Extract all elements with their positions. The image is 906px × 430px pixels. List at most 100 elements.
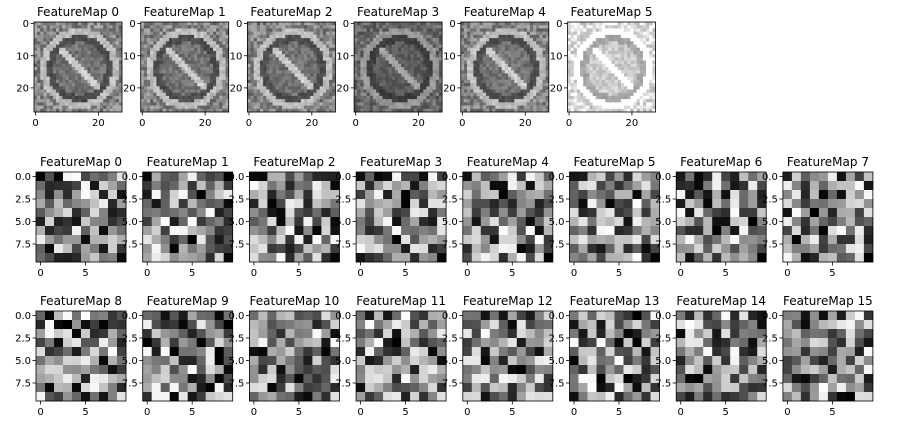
- heatmap-cell: [620, 76, 625, 81]
- heatmap-cell: [184, 41, 189, 45]
- heatmap-cell: [74, 50, 79, 55]
- heatmap-cell: [620, 28, 625, 32]
- heatmap-cell: [379, 60, 383, 65]
- heatmap-cell: [602, 50, 606, 55]
- heatmap-cell: [160, 208, 170, 218]
- heatmap-cell: [269, 41, 273, 45]
- heatmap-cell: [536, 22, 540, 26]
- heatmap-cell: [300, 44, 305, 49]
- heatmap-cell: [382, 41, 386, 45]
- heatmap-cell: [214, 235, 224, 245]
- heatmap-cell: [259, 67, 264, 71]
- heatmap-cell: [376, 60, 380, 65]
- heatmap-cell: [216, 41, 220, 45]
- heatmap-cell: [426, 57, 430, 61]
- heatmap-cell: [520, 44, 524, 49]
- heatmap-cell: [354, 54, 358, 58]
- heatmap-cell: [595, 92, 600, 97]
- heatmap-cell: [322, 31, 327, 36]
- heatmap-cell: [259, 57, 264, 61]
- heatmap-cell: [354, 57, 358, 61]
- heatmap-cell: [363, 70, 367, 74]
- heatmap-cell: [463, 79, 468, 84]
- heatmap-cell: [165, 50, 170, 55]
- heatmap-cell: [401, 79, 405, 84]
- heatmap-cell: [294, 41, 298, 45]
- heatmap-cell: [639, 76, 644, 81]
- heatmap-cell: [178, 102, 182, 106]
- heatmap-cell: [385, 92, 389, 97]
- heatmap-cell: [187, 235, 197, 245]
- heatmap-cell: [52, 25, 57, 29]
- heatmap-cell: [225, 25, 229, 29]
- heatmap-cell: [536, 86, 540, 90]
- heatmap-cell: [56, 76, 60, 81]
- heatmap-cell: [501, 50, 506, 55]
- heatmap-cell: [602, 95, 606, 100]
- heatmap-cell: [54, 199, 64, 209]
- heatmap-cell: [611, 79, 615, 84]
- heatmap-cell: [394, 92, 399, 97]
- heatmap-cell: [175, 50, 179, 55]
- heatmap-cell: [614, 70, 619, 74]
- heatmap-cell: [225, 44, 229, 49]
- heatmap-cell: [495, 54, 499, 58]
- heatmap-cell: [294, 83, 298, 87]
- heatmap-cell: [429, 63, 433, 68]
- heatmap-cell: [56, 99, 60, 103]
- heatmap-cell: [426, 47, 430, 52]
- heatmap-cell: [225, 108, 229, 113]
- heatmap-cell: [438, 108, 443, 113]
- heatmap-cell: [495, 67, 499, 71]
- heatmap-cell: [391, 47, 396, 52]
- heatmap-cell: [432, 63, 437, 68]
- heatmap-cell: [460, 108, 465, 113]
- heatmap-cell: [507, 95, 512, 100]
- heatmap-cell: [542, 44, 546, 49]
- heatmap-cell: [379, 89, 383, 94]
- heatmap-cell: [426, 63, 430, 68]
- heatmap-cell: [222, 44, 226, 49]
- heatmap-cell: [511, 60, 515, 65]
- heatmap-cell: [43, 92, 47, 97]
- heatmap-cell: [501, 34, 506, 39]
- heatmap-cell: [319, 25, 324, 29]
- heatmap-cell: [398, 79, 402, 84]
- heatmap-cell: [96, 57, 101, 61]
- heatmap-cell: [642, 47, 647, 52]
- heatmap-cell: [514, 63, 518, 68]
- heatmap-cell: [175, 76, 179, 81]
- heatmap-cell: [71, 99, 76, 103]
- heatmap-cell: [639, 99, 644, 103]
- heatmap-cell: [633, 102, 637, 106]
- heatmap-cell: [495, 34, 499, 39]
- heatmap-cell: [627, 38, 631, 42]
- heatmap-cell: [608, 28, 612, 32]
- heatmap-cell: [435, 41, 440, 45]
- heatmap-cell: [498, 22, 502, 26]
- heatmap-cell: [482, 34, 487, 39]
- heatmap-cell: [620, 105, 625, 110]
- heatmap-cell: [576, 102, 581, 106]
- heatmap-cell: [633, 47, 637, 52]
- heatmap-cell: [608, 25, 612, 29]
- heatmap-cell: [175, 47, 179, 52]
- heatmap-cell: [372, 95, 377, 100]
- heatmap-cell: [275, 47, 280, 52]
- heatmap-cell: [68, 70, 73, 74]
- heatmap-cell: [288, 44, 292, 49]
- heatmap-cell: [78, 34, 82, 39]
- heatmap-cell: [639, 31, 644, 36]
- heatmap-cell: [291, 50, 295, 55]
- heatmap-cell: [401, 41, 405, 45]
- heatmap-cell: [372, 47, 377, 52]
- heatmap-cell: [627, 57, 631, 61]
- heatmap-cell: [142, 226, 152, 236]
- heatmap-cell: [485, 60, 490, 65]
- heatmap-cell: [49, 102, 54, 106]
- heatmap-cell: [498, 83, 502, 87]
- heatmap-cell: [294, 73, 298, 77]
- heatmap-cell: [216, 70, 220, 74]
- heatmap-cell: [103, 67, 107, 71]
